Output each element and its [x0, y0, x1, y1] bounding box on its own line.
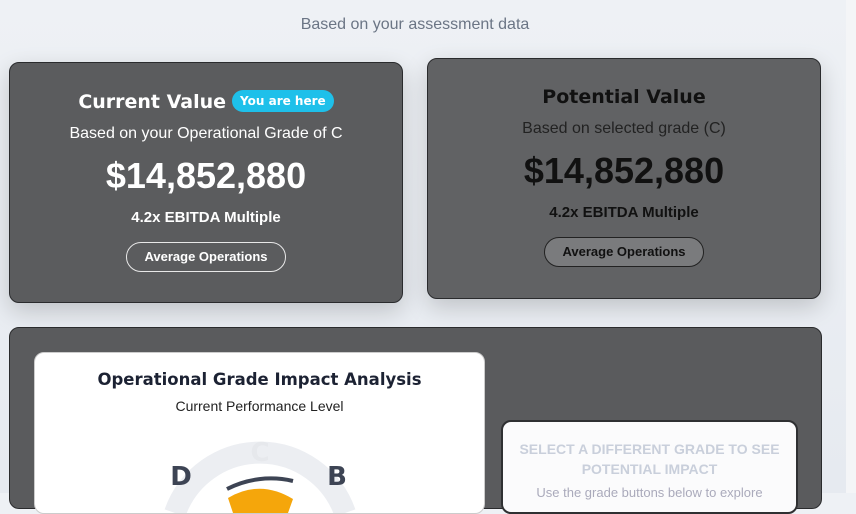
gauge-label: C: [250, 438, 269, 468]
gauge-label: D: [170, 462, 192, 492]
current-value-card: Current Value You are here Based on your …: [9, 62, 403, 303]
subtitle: Based on your assessment data: [300, 16, 530, 33]
select-title: SELECT A DIFFERENT GRADE TO SEE POTENTIA…: [519, 441, 780, 477]
analysis-card: Operational Grade Impact Analysis Curren…: [34, 352, 485, 514]
title-row: Current Value You are here: [10, 90, 402, 113]
gauge-label: B: [327, 462, 347, 492]
analysis-subtitle: Current Performance Level: [175, 398, 344, 414]
gauge-track: [164, 441, 356, 513]
value: $14,852,880: [523, 150, 725, 191]
gauge-border: [226, 476, 294, 491]
analysis-title: Operational Grade Impact Analysis: [97, 370, 422, 389]
value: $14,852,880: [105, 155, 307, 196]
description: Based on your Operational Grade of C: [69, 125, 343, 142]
card-title: Potential Value: [542, 86, 706, 108]
multiple: 4.2x EBITDA Multiple: [131, 209, 281, 226]
badge: You are here: [232, 90, 334, 112]
potential-value-card: Potential Value Based on selected grade …: [427, 58, 821, 299]
gauge-segment: [228, 488, 293, 513]
card-title: Current Value: [78, 91, 227, 113]
scrollbar: [846, 0, 856, 493]
gauge: D C B: [164, 438, 356, 513]
description: Based on selected grade (C): [522, 120, 726, 137]
select-card: SELECT A DIFFERENT GRADE TO SEE POTENTIA…: [501, 420, 798, 514]
grade-button[interactable]: Average Operations: [126, 242, 286, 272]
multiple: 4.2x EBITDA Multiple: [549, 204, 699, 221]
grade-button[interactable]: Average Operations: [544, 237, 704, 267]
